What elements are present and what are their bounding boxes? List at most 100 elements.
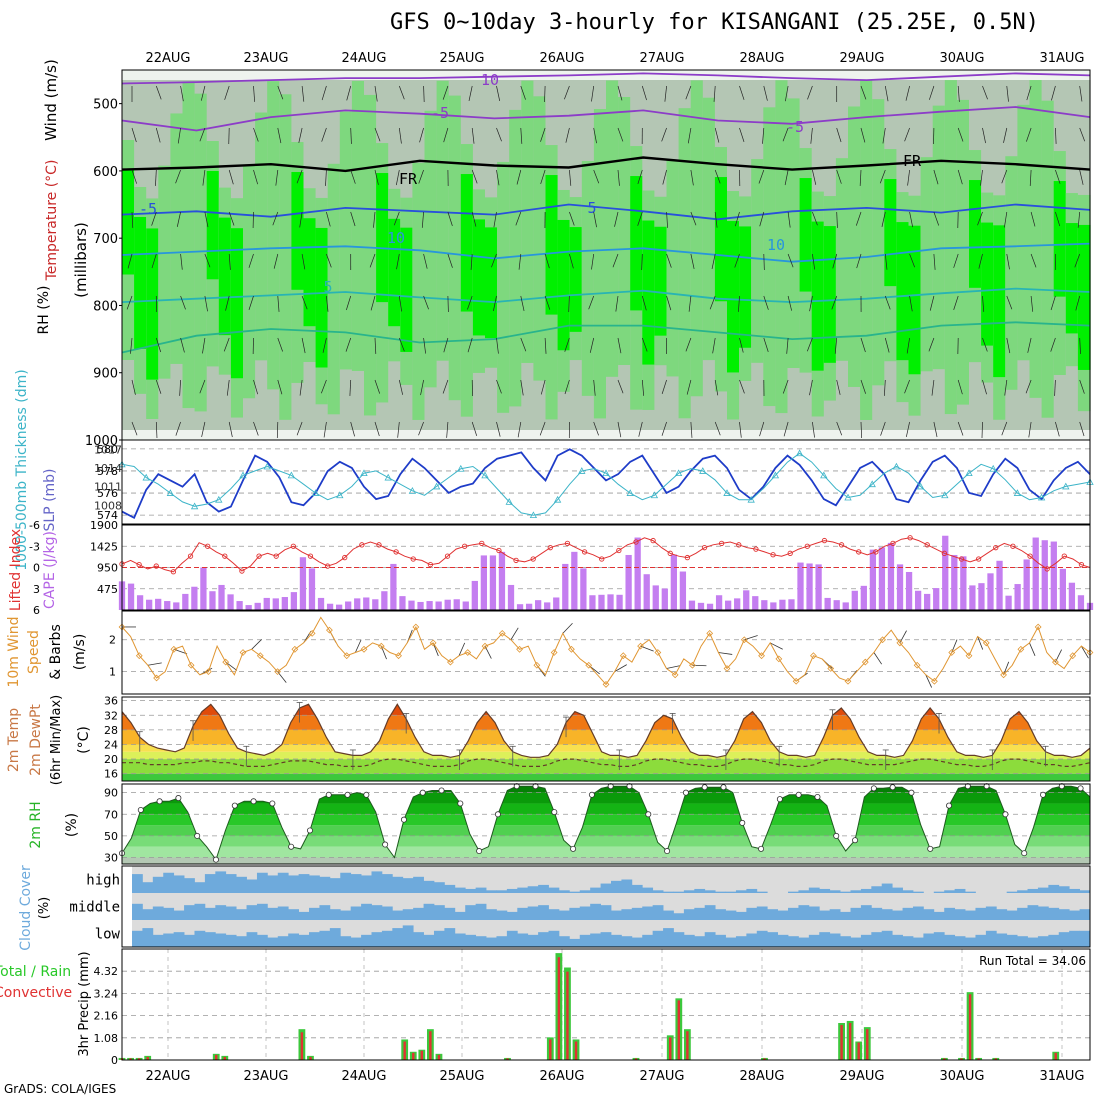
wind-barb xyxy=(1028,421,1032,438)
wind-barb xyxy=(323,421,327,438)
wind-barb xyxy=(783,421,789,437)
wind-barb xyxy=(1025,379,1032,394)
wind-barb xyxy=(443,337,449,353)
wind-barb xyxy=(687,127,692,144)
rh-band-mid xyxy=(702,97,716,361)
wind-barb xyxy=(491,253,497,268)
cloud-bar-middle xyxy=(173,910,185,920)
wind-barb xyxy=(734,211,740,227)
wind-barb xyxy=(471,127,475,144)
li-marker xyxy=(1061,553,1067,559)
rh-band-mid xyxy=(182,81,196,409)
wind-barb xyxy=(739,421,742,438)
cloud-bar-middle xyxy=(423,903,435,920)
cape-bar xyxy=(1050,541,1057,610)
cape-bar xyxy=(724,600,732,610)
wind-barb xyxy=(151,211,157,226)
li-marker xyxy=(205,543,211,549)
li-marker xyxy=(136,562,142,568)
rh-band-dark xyxy=(654,226,668,336)
wind-barb xyxy=(907,169,910,186)
wind-axis-label: Wind (m/s) xyxy=(42,59,60,141)
wind-barb xyxy=(130,337,133,354)
rh2m-panel xyxy=(119,783,1091,864)
date-label-top: 26AUG xyxy=(539,51,584,66)
cloud-bar-middle xyxy=(340,910,352,920)
cloud-bar-low xyxy=(215,933,227,947)
cloud-bar-low xyxy=(767,932,779,947)
cloud-bar-low xyxy=(1037,936,1049,947)
wind-barb xyxy=(199,127,206,142)
precip-tick: 2.16 xyxy=(94,1010,119,1023)
cloud-bar-middle xyxy=(132,903,143,920)
wind-barb xyxy=(929,295,935,311)
cloud-axis-label: Cloud Cover xyxy=(18,865,34,951)
temp2m-panel xyxy=(121,700,1091,781)
wind-marker xyxy=(222,658,230,666)
wind-marker xyxy=(758,652,765,660)
wind-barb xyxy=(763,85,768,101)
rh-marker xyxy=(476,848,483,855)
cloud-bar-low xyxy=(892,934,903,947)
rh-band-mid xyxy=(424,110,438,388)
rh-band-dark xyxy=(981,222,994,346)
wind-barb xyxy=(1050,295,1056,311)
wind-barb xyxy=(520,85,526,100)
cloud-bar-middle xyxy=(579,906,591,920)
precip-tick: 3.24 xyxy=(94,987,119,1000)
rh-band xyxy=(122,803,1090,815)
cloud-bar-middle xyxy=(829,909,841,920)
cape-bar xyxy=(752,596,759,610)
rh-band-dark xyxy=(206,171,220,280)
cloud-bar-middle xyxy=(204,907,216,920)
cloud-bar-high xyxy=(1048,884,1060,893)
cloud-bar-low xyxy=(371,932,383,947)
upper-air-tick: 800 xyxy=(93,299,118,314)
li-axis-label: Lifted Index xyxy=(8,529,24,611)
cloud-bar-low xyxy=(475,936,487,947)
cloud-bar-middle xyxy=(663,910,674,920)
cape-bar xyxy=(399,596,406,610)
wind-barb xyxy=(398,337,405,352)
rh-band xyxy=(122,825,1090,836)
cape-bar xyxy=(607,594,614,610)
wind-barb xyxy=(712,337,716,354)
wind-barb xyxy=(277,379,283,395)
wind-barb xyxy=(880,421,886,436)
wind-barb xyxy=(155,337,162,353)
thickness-marker xyxy=(215,495,223,503)
cloud-bar-middle xyxy=(142,909,154,920)
li-marker xyxy=(462,543,468,549)
wind-barb xyxy=(296,421,303,436)
wind-barb xyxy=(1079,127,1086,142)
li-marker xyxy=(564,540,571,547)
rh-band-mid xyxy=(448,95,462,401)
wind-barb xyxy=(228,253,231,270)
cloud-bar-low xyxy=(642,934,654,947)
thickness-marker xyxy=(336,491,344,499)
thickness-marker xyxy=(481,471,489,479)
cloud-bar-high xyxy=(819,888,831,893)
wind-marker xyxy=(568,645,575,653)
wind-barb xyxy=(785,85,789,102)
wind-barb xyxy=(442,379,449,394)
wind-barb xyxy=(1074,253,1081,268)
cape-bar xyxy=(544,602,551,610)
wind-barb xyxy=(225,295,230,311)
wind-barb xyxy=(982,295,985,312)
wind-barb xyxy=(714,169,721,184)
cape-bar xyxy=(598,594,605,610)
cape-bar xyxy=(1005,595,1012,610)
credit-label: GrADS: COLA/IGES xyxy=(4,1082,117,1096)
li-marker xyxy=(633,539,639,545)
date-label-top: 31AUG xyxy=(1039,51,1084,66)
li-marker xyxy=(701,545,708,551)
rh-band-mid xyxy=(920,157,934,372)
wind-barb xyxy=(860,127,866,143)
cloud-bar-middle xyxy=(871,907,883,920)
cape-bar xyxy=(851,590,858,610)
cloud-bar-middle xyxy=(975,907,987,920)
cloud-bar-high xyxy=(912,891,924,893)
wind-barb xyxy=(301,295,308,310)
cloud-bar-high xyxy=(454,887,466,893)
